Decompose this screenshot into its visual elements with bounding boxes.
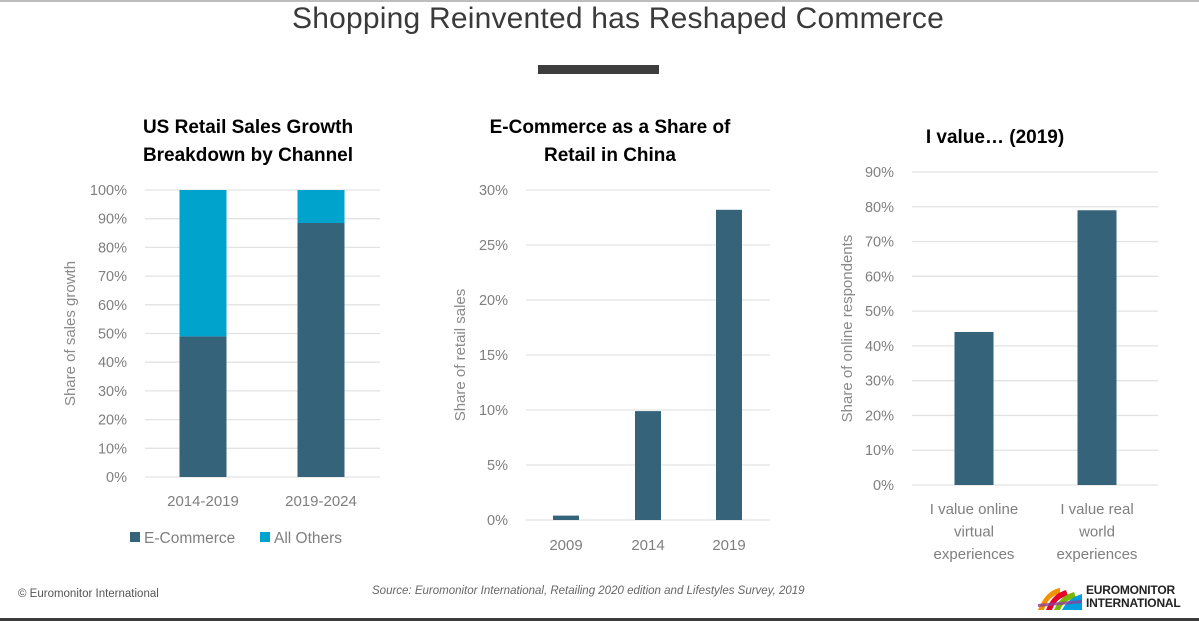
bottom-border — [0, 618, 1199, 621]
chart1-ytick-label: 70% — [98, 269, 127, 285]
chart1-bar-all-others — [179, 190, 227, 337]
chart2-title: E-Commerce as a Share of Retail in China — [470, 114, 750, 170]
chart3-ytick-label: 30% — [865, 374, 894, 390]
chart1-ytick-label: 30% — [98, 384, 127, 400]
chart3-title-line1: I value… (2019) — [925, 127, 1065, 148]
chart3-ytick-label: 80% — [865, 200, 894, 216]
chart3-ytick-label: 20% — [865, 408, 894, 424]
chart3-category-label: I value real — [1060, 501, 1133, 518]
chart1-legend-swatch — [130, 532, 140, 542]
chart3-category-label: I value online — [930, 501, 1018, 518]
chart3-ytick-label: 70% — [865, 235, 894, 251]
chart2-ytick-label: 10% — [479, 403, 508, 419]
chart3-category-label: experiences — [1057, 546, 1138, 563]
euromonitor-logo: EUROMONITOR INTERNATIONAL — [1036, 584, 1186, 612]
chart3-category-label: virtual — [954, 524, 994, 541]
logo-line2: INTERNATIONAL — [1086, 595, 1181, 610]
chart1-ytick-label: 60% — [98, 298, 127, 314]
chart1-bar-e-commerce — [179, 336, 227, 477]
title-underline-bar — [538, 65, 659, 74]
chart3-bar — [1077, 210, 1117, 485]
source-text: Source: Euromonitor International, Retai… — [372, 585, 805, 597]
chart1-legend-label: All Others — [274, 530, 342, 547]
chart1-ylabel: Share of sales growth — [62, 261, 79, 406]
chart2-category-label: 2009 — [549, 537, 582, 554]
chart2-bar — [635, 411, 661, 520]
chart3-ytick-label: 40% — [865, 339, 894, 355]
chart2-bar — [553, 515, 579, 520]
logo-wordmark: EUROMONITOR INTERNATIONAL — [1086, 584, 1181, 609]
chart1-title-line1: US Retail Sales Growth — [142, 117, 354, 138]
chart3-ytick-label: 50% — [865, 304, 894, 320]
chart2-ylabel: Share of retail sales — [452, 289, 469, 422]
chart2-ytick-label: 5% — [487, 458, 508, 474]
chart2-ytick-label: 15% — [479, 348, 508, 364]
chart3-ylabel: Share of online respondents — [839, 235, 856, 423]
chart1-ytick-label: 10% — [98, 441, 127, 457]
chart1-bar-all-others — [297, 190, 345, 224]
chart2-bar — [716, 209, 742, 521]
chart1-category-label: 2014-2019 — [167, 493, 239, 510]
chart3-title: I value… (2019) — [880, 124, 1110, 152]
chart1-ytick-label: 50% — [98, 327, 127, 343]
chart3-bar — [954, 331, 994, 485]
chart2-ytick-label: 0% — [487, 513, 508, 529]
chart3-category-label: world — [1078, 524, 1115, 541]
chart1-ytick-label: 90% — [98, 212, 127, 228]
chart1-bar-e-commerce — [297, 223, 345, 477]
chart1-legend-label: E-Commerce — [144, 530, 235, 547]
chart2-ytick-label: 20% — [479, 293, 508, 309]
chart3-category-label: experiences — [934, 546, 1015, 563]
chart1-title: US Retail Sales Growth Breakdown by Chan… — [118, 114, 378, 170]
chart1-category-label: 2019-2024 — [285, 493, 357, 510]
chart1-ytick-label: 100% — [90, 183, 127, 199]
chart1-ytick-label: 40% — [98, 355, 127, 371]
chart3-ytick-label: 90% — [865, 165, 894, 181]
chart2-category-label: 2019 — [712, 537, 745, 554]
euromonitor-logo-icon — [1038, 588, 1082, 610]
chart2-title-line2: Retail in China — [544, 145, 676, 166]
page-title: Shopping Reinvented has Reshaped Commerc… — [292, 2, 944, 35]
chart2-category-label: 2014 — [631, 537, 664, 554]
chart2-ytick-label: 30% — [479, 183, 508, 199]
chart3-ytick-label: 10% — [865, 443, 894, 459]
logo-line1: EUROMONITOR — [1086, 583, 1175, 597]
chart2-title-line1: E-Commerce as a Share of — [489, 117, 731, 138]
chart3-ytick-label: 0% — [873, 478, 894, 494]
top-border — [0, 0, 1199, 2]
chart1-title-line2: Breakdown by Channel — [142, 145, 354, 166]
chart1-legend-swatch — [260, 532, 270, 542]
chart2-ytick-label: 25% — [479, 238, 508, 254]
chart1-ytick-label: 20% — [98, 413, 127, 429]
chart3-ytick-label: 60% — [865, 269, 894, 285]
chart1-ytick-label: 80% — [98, 240, 127, 256]
chart1-ytick-label: 0% — [106, 470, 127, 486]
copyright-text: © Euromonitor International — [18, 588, 159, 600]
